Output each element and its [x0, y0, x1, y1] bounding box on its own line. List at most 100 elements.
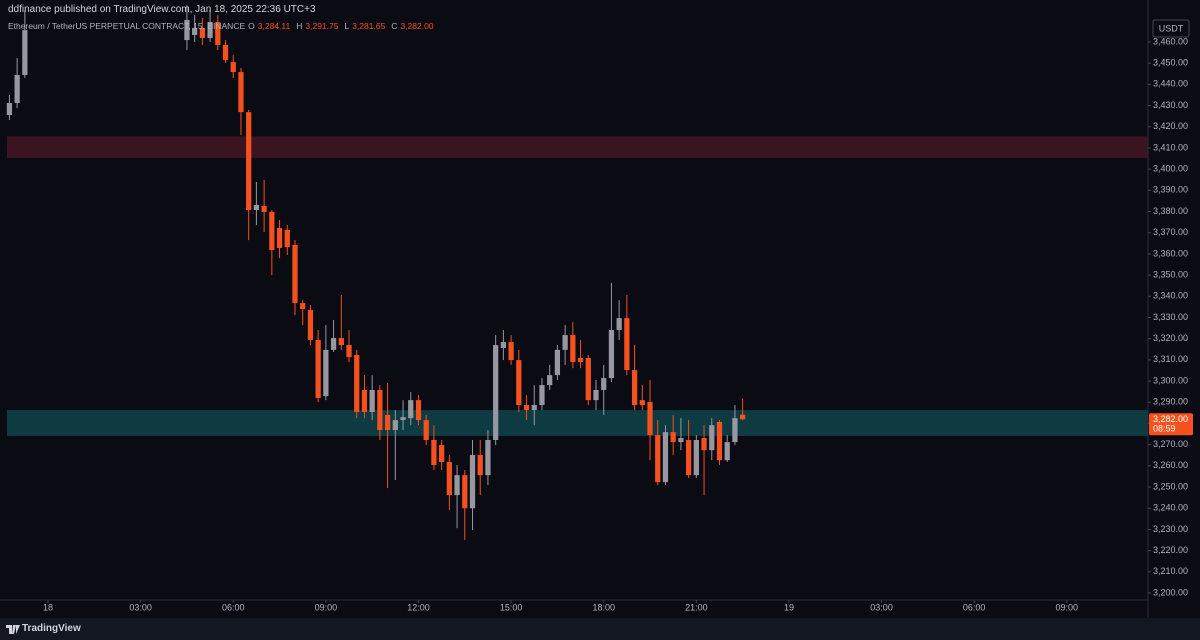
candle-body: [330, 338, 337, 350]
candle-body: [709, 425, 715, 451]
candle-body: [647, 402, 653, 436]
candle-body: [685, 439, 692, 476]
y-tick-label: 3,390.00: [1153, 185, 1188, 195]
candle-body: [207, 22, 213, 38]
currency-box[interactable]: [1152, 19, 1190, 38]
candle-body: [531, 405, 537, 411]
candle-body: [462, 475, 468, 509]
y-tick-label: 3,310.00: [1153, 354, 1188, 364]
y-tick-label: 3,410.00: [1153, 142, 1188, 152]
candle-body: [477, 455, 483, 476]
chart: USDT 3,200.00 3,210.00 3,220.00 3,230.00 3,2…: [0, 0, 1200, 618]
candle-body: [562, 335, 568, 350]
candle-body: [14, 75, 20, 104]
candle-body: [292, 245, 298, 304]
candle-body: [500, 342, 507, 349]
footer-bar: TradingView: [0, 618, 1200, 640]
y-tick-label: 3,450.00: [1153, 58, 1188, 68]
candle-body: [253, 204, 260, 211]
candle-body: [446, 462, 452, 496]
y-tick-label: 3,200.00: [1153, 587, 1188, 597]
x-tick-label: 06:00: [222, 602, 245, 612]
candle-body: [354, 354, 360, 413]
candle-body: [284, 229, 290, 248]
candle-body: [415, 400, 422, 421]
candle-body: [631, 370, 638, 406]
candle-body: [608, 329, 615, 379]
y-tick-label: 3,350.00: [1153, 269, 1188, 279]
candle-body: [22, 30, 28, 76]
brand: TradingView: [22, 623, 81, 634]
y-tick-label: 3,340.00: [1153, 291, 1188, 301]
candle-body: [261, 206, 267, 212]
ohlc-key: C: [391, 21, 398, 31]
candle-body: [338, 338, 344, 346]
candle-body: [346, 345, 352, 358]
y-tick-label: 3,370.00: [1153, 227, 1188, 237]
y-tick-label: 3,420.00: [1153, 121, 1188, 131]
brand-logo: [6, 625, 20, 634]
y-tick-label: 3,260.00: [1153, 460, 1188, 470]
price-zone: [7, 410, 1148, 436]
x-tick-label: 09:00: [315, 602, 338, 612]
candle-body: [655, 435, 661, 483]
candle-body: [454, 475, 460, 496]
candle-body: [230, 62, 236, 73]
candle-body: [369, 389, 375, 413]
candle-body: [269, 211, 275, 251]
x-tick-label: 12:00: [407, 602, 430, 612]
x-tick-label: 03:00: [129, 602, 152, 612]
ohlc-value: 3,284.11: [257, 21, 291, 31]
candle-body: [400, 417, 406, 421]
candle-body: [493, 345, 499, 440]
candle-body: [361, 389, 368, 413]
candle-body: [323, 349, 329, 397]
candle-body: [184, 19, 190, 41]
candle-body: [300, 303, 306, 310]
x-tick-label: 19: [784, 602, 794, 612]
y-tick-label: 3,460.00: [1153, 36, 1188, 46]
x-tick-label: 03:00: [870, 602, 893, 612]
y-tick-label: 3,230.00: [1153, 524, 1188, 534]
currency: USDT: [1159, 23, 1184, 33]
y-tick-label: 3,270.00: [1153, 439, 1188, 449]
candle-body: [554, 349, 561, 376]
last-price-badge: [1149, 413, 1193, 436]
x-tick-label: 09:00: [1056, 602, 1079, 612]
candle-body: [593, 389, 599, 401]
x-tick-label: 18: [43, 602, 53, 612]
price-zone: [7, 136, 1148, 159]
candle-body: [6, 103, 13, 116]
candle-body: [740, 414, 746, 420]
background: [0, 0, 1200, 618]
ohlc-key: O: [248, 21, 255, 31]
candle-body: [485, 439, 491, 476]
y-tick-label: 3,440.00: [1153, 79, 1188, 89]
candle-body: [408, 400, 414, 419]
candle-body: [469, 455, 476, 509]
candle-body: [423, 420, 429, 440]
candle-body: [616, 318, 622, 330]
y-tick-label: 3,430.00: [1153, 100, 1188, 110]
candle-body: [577, 357, 584, 362]
candle-body: [384, 414, 391, 431]
candle-body: [516, 360, 522, 406]
candle-body: [678, 438, 684, 443]
candle-body: [523, 405, 530, 411]
candle-body: [508, 342, 514, 361]
candle-body: [246, 112, 252, 211]
candle-body: [392, 420, 398, 431]
last-price-label: 3,282.00: [1153, 414, 1188, 424]
symbol: Ethereum / TetherUS PERPETUAL CONTRACT, …: [8, 21, 246, 31]
y-tick-label: 3,330.00: [1153, 312, 1188, 322]
candle-body: [377, 389, 383, 431]
y-tick-label: 3,250.00: [1153, 481, 1188, 491]
candle-body: [192, 27, 198, 35]
x-tick-label: 21:00: [685, 602, 708, 612]
candle-body: [601, 378, 607, 390]
candle-body: [639, 400, 645, 406]
y-tick-label: 3,400.00: [1153, 164, 1188, 174]
legend: Ethereum / TetherUS PERPETUAL CONTRACT, …: [8, 21, 437, 31]
ohlc-value: 3,282.00: [400, 21, 434, 31]
